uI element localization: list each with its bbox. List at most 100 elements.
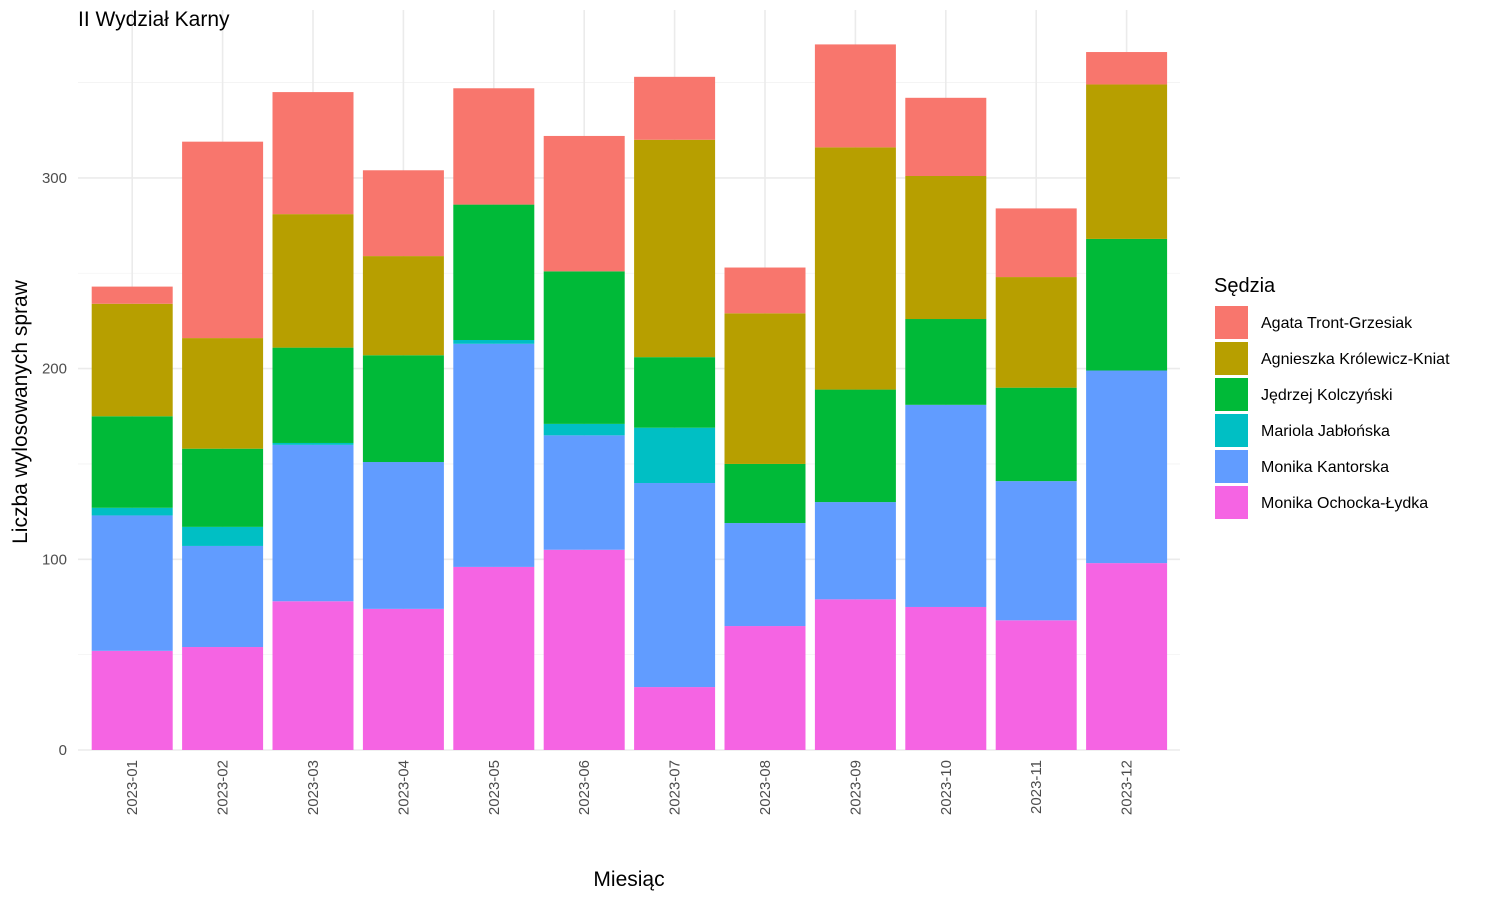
chart-title: II Wydział Karny — [78, 8, 230, 31]
x-tick-label: 2023-12 — [1119, 760, 1136, 815]
bar-segment — [453, 343, 535, 567]
bar-segment — [543, 271, 625, 424]
legend-label: Monika Ochocka-Łydka — [1261, 495, 1428, 512]
bar-segment — [724, 626, 806, 750]
bar-segment — [91, 286, 173, 304]
bar-segment — [182, 448, 264, 527]
bar-segment — [182, 338, 264, 449]
bar-segment — [182, 647, 264, 750]
legend-item: Agnieszka Królewicz-Kniat — [1215, 342, 1450, 375]
bar-segment — [272, 442, 354, 445]
bar-segment — [453, 566, 535, 750]
bar-segment — [362, 355, 444, 463]
bar-segment — [724, 523, 806, 627]
bar-segment — [995, 620, 1077, 750]
x-axis-title: Miesiąc — [593, 868, 664, 891]
bar-segment — [905, 404, 987, 607]
x-axis-ticks: 2023-01 2023-02 2023-03 2023-04 2023-05 2023-… — [124, 760, 1135, 815]
bar-segment — [362, 462, 444, 609]
legend-item: Monika Kantorska — [1215, 450, 1389, 483]
bar-segment — [1086, 52, 1168, 85]
bar-segment — [724, 463, 806, 524]
bar-segment — [1086, 238, 1168, 371]
bar-segment — [634, 139, 716, 358]
legend-swatch — [1215, 450, 1248, 483]
x-tick-label: 2023-10 — [938, 760, 955, 815]
bar-segment — [634, 427, 716, 484]
bar-segment — [634, 483, 716, 688]
bars — [91, 44, 1168, 750]
x-tick-label: 2023-01 — [124, 760, 141, 815]
bar-segment — [453, 88, 535, 205]
bar-segment — [272, 347, 354, 443]
bar-segment — [272, 92, 354, 215]
y-tick-label: 100 — [42, 551, 67, 568]
bar-segment — [814, 147, 896, 390]
bar-segment — [634, 687, 716, 750]
bar-segment — [362, 170, 444, 257]
bar-segment — [91, 515, 173, 651]
bar-segment — [453, 204, 535, 340]
legend: Sędzia Agata Tront-Grzesiak Agnieszka Kró… — [1214, 275, 1450, 519]
legend-label: Mariola Jabłońska — [1261, 423, 1390, 440]
legend-swatch — [1215, 486, 1248, 519]
bar-segment — [995, 277, 1077, 388]
bar-segment — [724, 313, 806, 464]
bar-segment — [91, 416, 173, 508]
bar-segment — [91, 650, 173, 750]
bar-segment — [814, 44, 896, 148]
legend-label: Monika Kantorska — [1261, 459, 1389, 476]
x-tick-label: 2023-09 — [847, 760, 864, 815]
bar-segment — [182, 141, 264, 339]
y-tick-label: 200 — [42, 361, 67, 378]
x-tick-label: 2023-02 — [215, 760, 232, 815]
bar-segment — [905, 97, 987, 176]
bar-segment — [272, 214, 354, 348]
legend-items: Agata Tront-Grzesiak Agnieszka Królewicz-… — [1215, 306, 1450, 519]
legend-item: Mariola Jabłońska — [1215, 414, 1390, 447]
bar-segment — [272, 601, 354, 750]
bar-segment — [995, 481, 1077, 621]
legend-item: Agata Tront-Grzesiak — [1215, 306, 1413, 339]
bar-segment — [543, 423, 625, 436]
legend-swatch — [1215, 378, 1248, 411]
legend-item: Monika Ochocka-Łydka — [1215, 486, 1428, 519]
bar-segment — [995, 387, 1077, 482]
legend-title: Sędzia — [1214, 275, 1276, 297]
bar-segment — [634, 357, 716, 428]
legend-label: Agata Tront-Grzesiak — [1261, 315, 1413, 332]
bar-segment — [362, 256, 444, 356]
y-tick-label: 300 — [42, 170, 67, 187]
bar-segment — [905, 606, 987, 750]
x-tick-label: 2023-03 — [305, 760, 322, 815]
bar-segment — [814, 502, 896, 600]
bar-segment — [1086, 84, 1168, 239]
bar-segment — [905, 319, 987, 405]
bar-segment — [814, 599, 896, 750]
legend-swatch — [1215, 414, 1248, 447]
y-axis-title: Liczba wylosowanych spraw — [9, 279, 32, 544]
bar-segment — [543, 135, 625, 272]
bar-segment — [1086, 563, 1168, 750]
legend-item: Jędrzej Kolczyński — [1215, 378, 1393, 411]
x-tick-label: 2023-07 — [667, 760, 684, 815]
bar-segment — [995, 208, 1077, 278]
bar-segment — [453, 339, 535, 344]
legend-label: Jędrzej Kolczyński — [1261, 387, 1393, 404]
x-tick-label: 2023-04 — [395, 760, 412, 815]
y-tick-label: 0 — [59, 742, 67, 759]
bar-segment — [1086, 370, 1168, 564]
bar-segment — [634, 76, 716, 140]
bar-segment — [91, 507, 173, 516]
legend-swatch — [1215, 342, 1248, 375]
bar-segment — [724, 267, 806, 314]
x-tick-label: 2023-05 — [486, 760, 503, 815]
bar-segment — [182, 545, 264, 648]
x-tick-label: 2023-06 — [576, 760, 593, 815]
bar-segment — [272, 444, 354, 602]
bar-segment — [543, 549, 625, 750]
y-axis-ticks: 0 100 200 300 — [42, 170, 67, 759]
bar-segment — [362, 608, 444, 750]
